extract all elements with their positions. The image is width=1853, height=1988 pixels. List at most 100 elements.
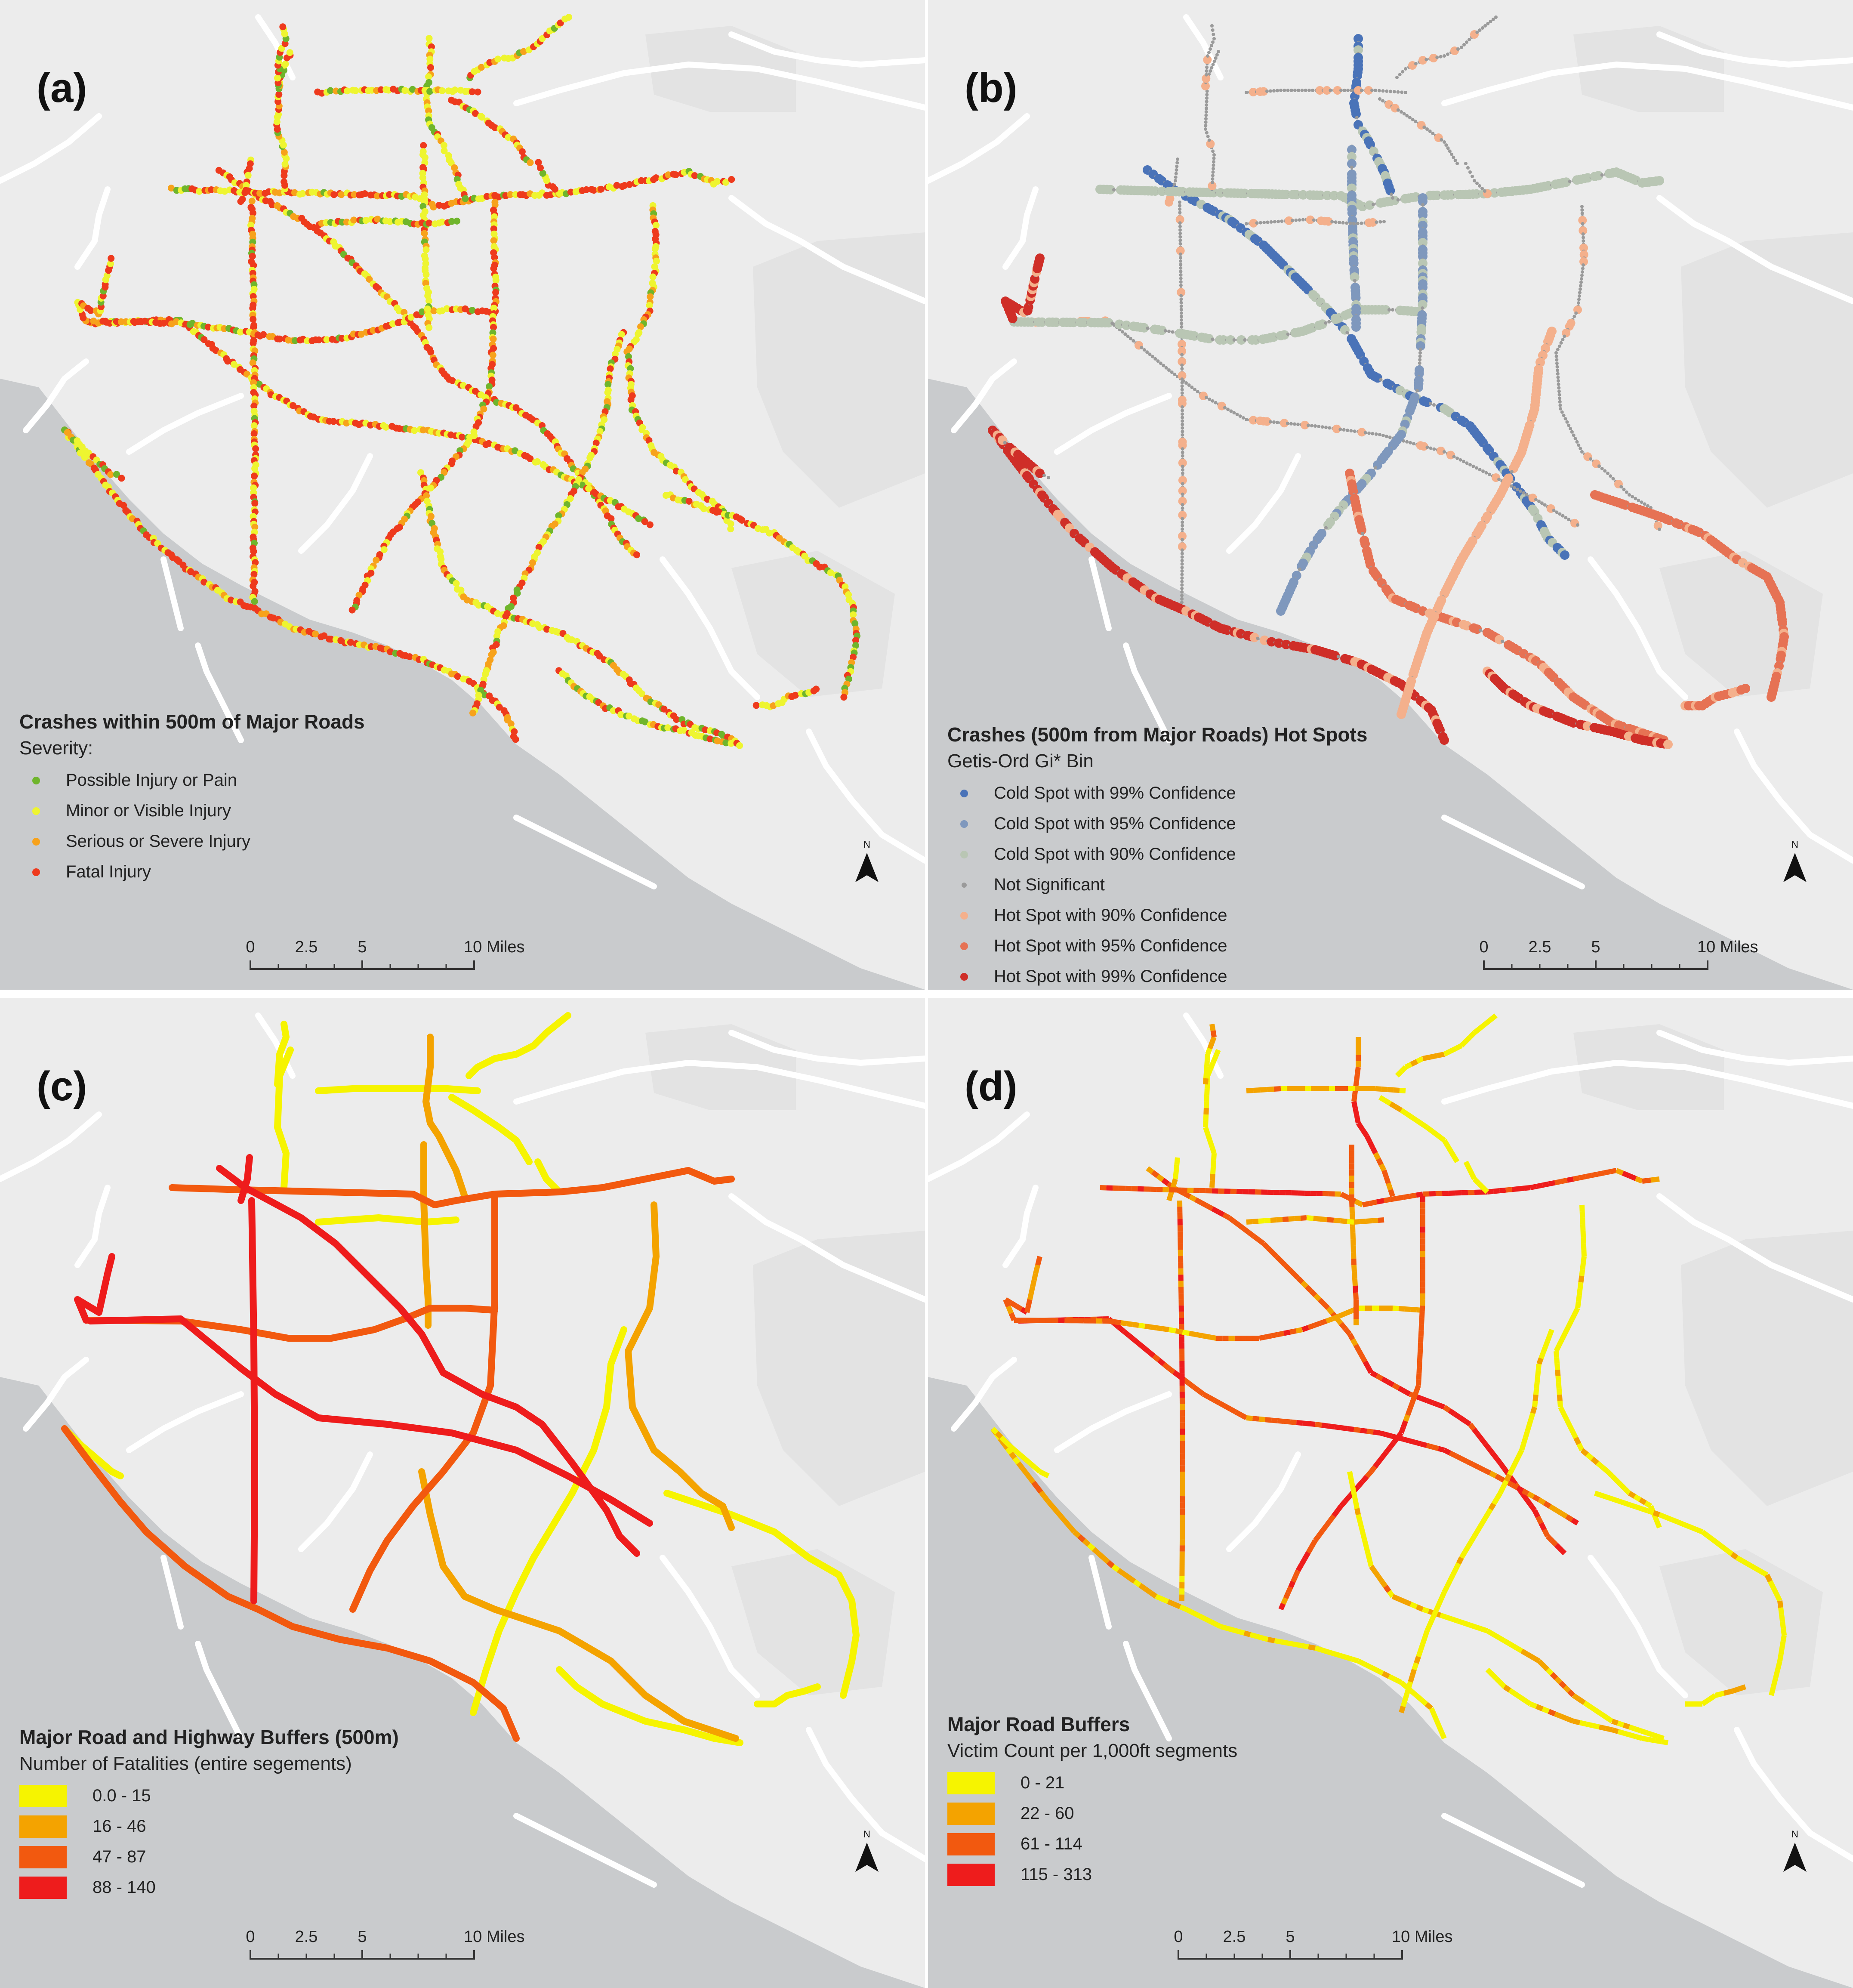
- background-road: [660, 556, 760, 700]
- hotspot-point: [1294, 218, 1298, 222]
- road-segment: [1623, 1500, 1631, 1507]
- hotspot-point: [1341, 221, 1345, 225]
- road-segment: [1511, 1482, 1519, 1490]
- hotspot-point: [1173, 373, 1177, 376]
- road-segment: [1452, 1155, 1460, 1164]
- road-segment: [1564, 1418, 1572, 1427]
- hotspot-point: [1348, 486, 1358, 496]
- road-segment: [1328, 1514, 1336, 1522]
- road-segment: [1611, 1727, 1619, 1734]
- hotspot-point: [1180, 573, 1184, 577]
- road-segment: [1183, 1191, 1191, 1199]
- background-road: [728, 31, 925, 68]
- crash-point: [691, 172, 698, 179]
- crash-point: [652, 222, 660, 229]
- crash-point: [485, 440, 492, 447]
- road-segment: [1249, 1632, 1257, 1639]
- road-segment: [1614, 1478, 1623, 1487]
- hotspot-point: [1391, 196, 1394, 200]
- hotspot-point: [1245, 222, 1248, 225]
- hotspot-point: [1557, 389, 1561, 393]
- crash-point: [425, 73, 432, 80]
- crash-point: [852, 637, 859, 644]
- road-segment: [1711, 1537, 1719, 1545]
- crash-point: [842, 583, 849, 590]
- road-segment: [1542, 1706, 1550, 1714]
- road-segment: [1156, 1174, 1165, 1182]
- road-segment: [1485, 1667, 1494, 1676]
- crash-point: [421, 154, 429, 161]
- road-segment: [1566, 1176, 1574, 1183]
- crash-point: [160, 320, 167, 327]
- hotspot-point: [1425, 445, 1429, 449]
- crash-point: [592, 439, 600, 447]
- hotspot-point: [1037, 317, 1047, 327]
- hotspot-point: [1272, 89, 1276, 93]
- road-segment: [1313, 1293, 1322, 1302]
- road-segment: [1359, 1527, 1366, 1535]
- road-segment: [1208, 1062, 1216, 1071]
- background-road: [74, 186, 111, 270]
- north-arrow-icon: N: [1780, 1829, 1810, 1876]
- hotspot-point: [1396, 108, 1400, 112]
- road-segment: [1554, 1676, 1563, 1685]
- hotspot-point: [1286, 89, 1290, 92]
- hotspot-point: [1320, 425, 1324, 429]
- hotspot-point: [1204, 120, 1208, 124]
- hotspot-point: [1368, 218, 1377, 227]
- hotspot-point: [1609, 474, 1613, 478]
- road-segment: [1204, 1066, 1209, 1073]
- crash-point: [244, 172, 252, 179]
- road-segment: [1542, 1528, 1550, 1537]
- crash-point: [281, 178, 288, 185]
- crash-point: [474, 88, 481, 96]
- crash-point: [547, 191, 555, 198]
- hotspot-point: [1597, 464, 1601, 468]
- background-road: [728, 1030, 925, 1066]
- hotspot-point: [1525, 493, 1529, 497]
- hotspot-point: [1354, 34, 1363, 43]
- road-segment: [1288, 1581, 1296, 1589]
- crash-point: [557, 19, 564, 27]
- park-area: [1681, 232, 1853, 508]
- road-segment: [1418, 1342, 1423, 1349]
- road-segment: [1764, 1574, 1773, 1583]
- road-segment: [1565, 1514, 1574, 1522]
- road-segment: [1068, 1525, 1076, 1534]
- hotspot-point: [1212, 157, 1216, 160]
- road-segment: [1289, 1328, 1297, 1335]
- road-segment: [1229, 1407, 1237, 1414]
- road-segment: [1328, 1423, 1335, 1429]
- road-segment: [1420, 1122, 1429, 1130]
- crash-point: [113, 471, 120, 478]
- hotspot-point: [1180, 593, 1184, 597]
- road-segment: [1006, 1305, 1014, 1315]
- road-segment: [1483, 1018, 1492, 1026]
- road-segment: [1395, 1431, 1403, 1439]
- road-segment: [1475, 1432, 1484, 1441]
- road-segment: [1499, 1187, 1506, 1194]
- legend-item-label: 22 - 60: [1021, 1804, 1074, 1823]
- road-segment: [1478, 1022, 1487, 1031]
- road-segment: [1378, 1095, 1387, 1103]
- road-segment: [1498, 1680, 1507, 1689]
- road-segment: [1283, 1591, 1291, 1599]
- ocean-water: [928, 1377, 1853, 1988]
- hotspot-point: [1311, 89, 1315, 92]
- road-segment: [1402, 1436, 1410, 1443]
- hotspot-point: [1561, 514, 1565, 518]
- road-segment: [1505, 1187, 1512, 1193]
- road-segment: [1255, 1633, 1263, 1641]
- road-segment: [1373, 1152, 1381, 1160]
- road-segment: [1246, 1088, 1254, 1093]
- road-segment: [1133, 1579, 1141, 1587]
- crash-point: [585, 485, 592, 492]
- crash-point: [407, 314, 415, 321]
- hotspot-point: [1214, 56, 1218, 60]
- road-segment: [1778, 1648, 1785, 1655]
- crash-point: [462, 195, 469, 202]
- scale-end-label: 10 Miles: [1697, 938, 1758, 956]
- road-segment: [1196, 1612, 1205, 1621]
- hotspot-point: [1350, 89, 1353, 92]
- crash-point: [637, 323, 644, 330]
